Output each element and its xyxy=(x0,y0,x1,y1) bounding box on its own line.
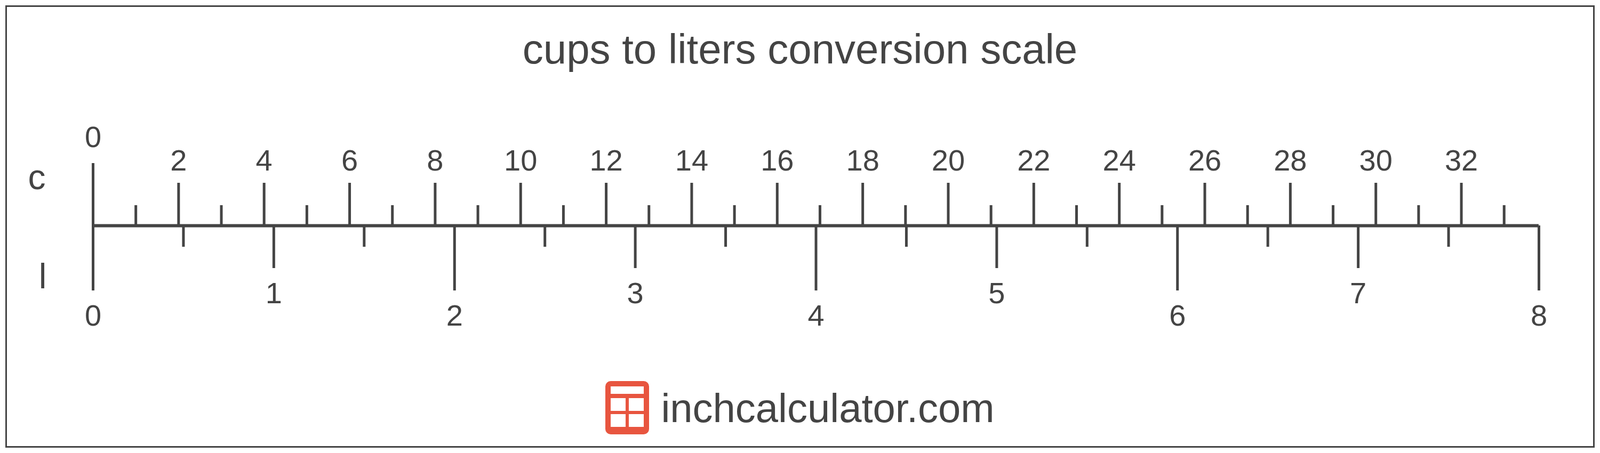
html-text:inchcalculator.com: inchcalculator.com xyxy=(661,385,995,431)
svg-text:4: 4 xyxy=(807,298,824,333)
svg-text:6: 6 xyxy=(341,143,358,178)
svg-text:0: 0 xyxy=(84,298,102,333)
svg-text:14: 14 xyxy=(675,143,709,178)
svg-text:0: 0 xyxy=(84,120,102,154)
svg-text:2: 2 xyxy=(446,298,463,333)
svg-text:1: 1 xyxy=(265,276,283,310)
svg-text:28: 28 xyxy=(1273,143,1307,178)
svg-text:20: 20 xyxy=(931,143,965,178)
svg-text:16: 16 xyxy=(760,143,794,178)
svg-text:6: 6 xyxy=(1169,298,1186,333)
svg-text:30: 30 xyxy=(1359,143,1393,178)
svg-text:24: 24 xyxy=(1102,143,1136,178)
svg-text:2: 2 xyxy=(170,143,187,178)
svg-text:7: 7 xyxy=(1349,276,1367,310)
svg-text:12: 12 xyxy=(589,143,623,178)
svg-text:18: 18 xyxy=(845,143,879,178)
svg-text:5: 5 xyxy=(988,276,1005,310)
html-text:c: c xyxy=(28,157,46,197)
svg-text:3: 3 xyxy=(627,276,644,310)
svg-text:10: 10 xyxy=(504,143,538,178)
svg-text:4: 4 xyxy=(256,143,273,178)
svg-text:8: 8 xyxy=(426,143,444,178)
svg-text:8: 8 xyxy=(1530,298,1548,333)
svg-text:22: 22 xyxy=(1017,143,1051,178)
html-text:l: l xyxy=(38,256,47,296)
svg-text:32: 32 xyxy=(1444,143,1478,178)
html-text:cups to liters conversion scal: cups to liters conversion scale xyxy=(522,25,1078,73)
svg-text:26: 26 xyxy=(1188,143,1222,178)
